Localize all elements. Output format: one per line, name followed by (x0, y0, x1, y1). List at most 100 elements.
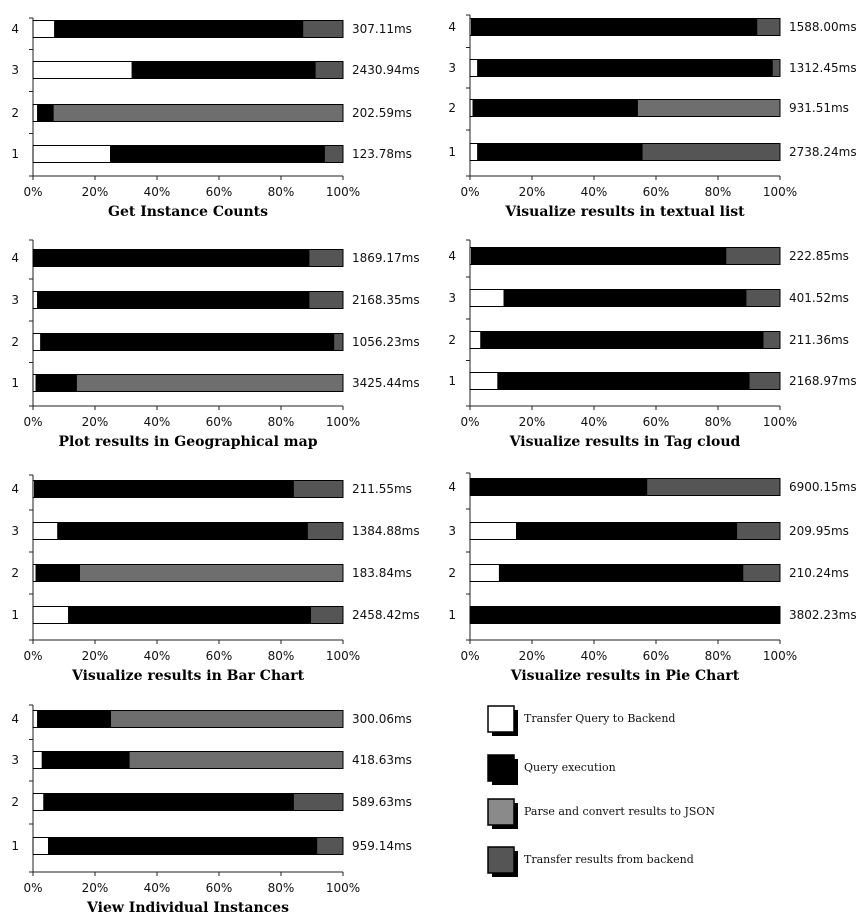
y-tick-label: 4 (448, 249, 456, 263)
x-tick-label: 60% (206, 881, 233, 895)
x-tick-label: 100% (763, 415, 797, 429)
bar-row-1: 1 2738.24ms (448, 143, 857, 161)
query-execution-segment (472, 99, 638, 117)
legend-swatch (487, 754, 515, 782)
transfer-results-segment (736, 522, 781, 540)
y-tick-label: 4 (11, 251, 19, 265)
x-tick-label: 40% (581, 415, 608, 429)
query-execution-segment (32, 249, 310, 267)
x-tick-label: 60% (643, 649, 670, 663)
query-execution-segment (497, 372, 750, 390)
total-time-label: 931.51ms (789, 101, 849, 115)
legend-swatch (487, 798, 515, 826)
total-time-label: 211.36ms (789, 333, 849, 347)
query-execution-segment (477, 59, 773, 77)
x-tick-label: 40% (581, 185, 608, 199)
stacked-bar-chart-3: 0% 20% 40% 60% 80% 100% Plot results in Geogra… (11, 239, 420, 450)
transfer-results-segment (771, 59, 781, 77)
chart-title: Visualize results in Tag cloud (509, 434, 741, 450)
stacked-bar-chart-5: 0% 20% 40% 60% 80% 100% Visualize results in B… (11, 474, 420, 684)
legend-item: Parse and convert results to JSON (487, 798, 715, 829)
bar-row-3: 3 209.95ms (448, 522, 849, 540)
y-tick-label: 2 (11, 335, 19, 349)
x-tick-label: 0% (460, 185, 479, 199)
transfer-query-segment (469, 372, 499, 390)
query-execution-segment (35, 564, 80, 582)
transfer-results-segment (302, 20, 344, 38)
query-execution-segment (48, 837, 318, 855)
total-time-label: 2458.42ms (352, 608, 420, 622)
query-execution-segment (40, 333, 335, 351)
bar-row-3: 3 418.63ms (11, 751, 412, 769)
total-time-label: 1588.00ms (789, 20, 857, 34)
transfer-query-segment (32, 104, 39, 122)
bar-row-3: 3 2430.94ms (11, 61, 420, 79)
x-tick-label: 20% (82, 649, 109, 663)
transfer-query-segment (32, 291, 39, 309)
total-time-label: 1384.88ms (352, 524, 420, 538)
total-time-label: 401.52ms (789, 291, 849, 305)
transfer-query-segment (32, 710, 39, 728)
x-tick-label: 0% (23, 185, 42, 199)
total-time-label: 211.55ms (352, 482, 412, 496)
query-execution-segment (34, 480, 294, 498)
total-time-label: 1869.17ms (352, 251, 420, 265)
bar-row-4: 4 300.06ms (11, 710, 412, 728)
parse-convert-segment (79, 564, 344, 582)
chart-title: Visualize results in Bar Chart (71, 668, 305, 684)
x-tick-label: 80% (705, 649, 732, 663)
parse-convert-segment (636, 99, 781, 117)
bar-row-4: 4 211.55ms (11, 480, 412, 498)
query-execution-segment (37, 291, 310, 309)
transfer-results-segment (748, 372, 781, 390)
y-tick-label: 1 (448, 145, 456, 159)
bar-row-3: 3 1384.88ms (11, 522, 420, 540)
transfer-results-segment (308, 249, 344, 267)
y-tick-label: 2 (448, 566, 456, 580)
transfer-query-segment (469, 289, 505, 307)
query-execution-segment (35, 374, 77, 392)
query-execution-segment (37, 710, 111, 728)
total-time-label: 300.06ms (352, 712, 412, 726)
bar-row-1: 1 123.78ms (11, 145, 412, 163)
total-time-label: 183.84ms (352, 566, 412, 580)
bar-row-2: 2 589.63ms (11, 793, 412, 811)
transfer-results-segment (725, 247, 781, 265)
query-execution-segment (57, 522, 308, 540)
y-tick-label: 3 (448, 61, 456, 75)
y-tick-label: 2 (448, 333, 456, 347)
bar-row-2: 2 183.84ms (11, 564, 412, 582)
bar-row-3: 3 2168.35ms (11, 291, 420, 309)
legend-item: Transfer results from backend (487, 846, 694, 877)
y-tick-label: 4 (11, 22, 19, 36)
total-time-label: 123.78ms (352, 147, 412, 161)
query-execution-segment (68, 606, 311, 624)
transfer-query-segment (32, 751, 43, 769)
transfer-query-segment (32, 333, 42, 351)
query-execution-segment (516, 522, 738, 540)
parse-convert-segment (110, 710, 344, 728)
x-tick-label: 80% (268, 415, 295, 429)
total-time-label: 2738.24ms (789, 145, 857, 159)
transfer-query-segment (32, 20, 56, 38)
legend-label: Parse and convert results to JSON (524, 805, 715, 818)
bar-row-1: 1 3425.44ms (11, 374, 420, 392)
x-tick-label: 100% (326, 881, 360, 895)
x-tick-label: 20% (82, 185, 109, 199)
total-time-label: 2168.35ms (352, 293, 420, 307)
transfer-results-segment (308, 291, 344, 309)
transfer-results-segment (292, 793, 344, 811)
transfer-query-segment (469, 143, 479, 161)
query-execution-segment (110, 145, 325, 163)
transfer-results-segment (306, 522, 344, 540)
total-time-label: 1056.23ms (352, 335, 420, 349)
x-tick-label: 20% (82, 881, 109, 895)
chart-title: Plot results in Geographical map (59, 434, 318, 450)
y-tick-label: 3 (11, 753, 19, 767)
query-execution-segment (471, 247, 727, 265)
bar-row-4: 4 6900.15ms (448, 478, 857, 496)
chart-title: Get Instance Counts (108, 204, 268, 220)
chart-title: Visualize results in Pie Chart (510, 668, 740, 684)
transfer-query-segment (32, 145, 111, 163)
